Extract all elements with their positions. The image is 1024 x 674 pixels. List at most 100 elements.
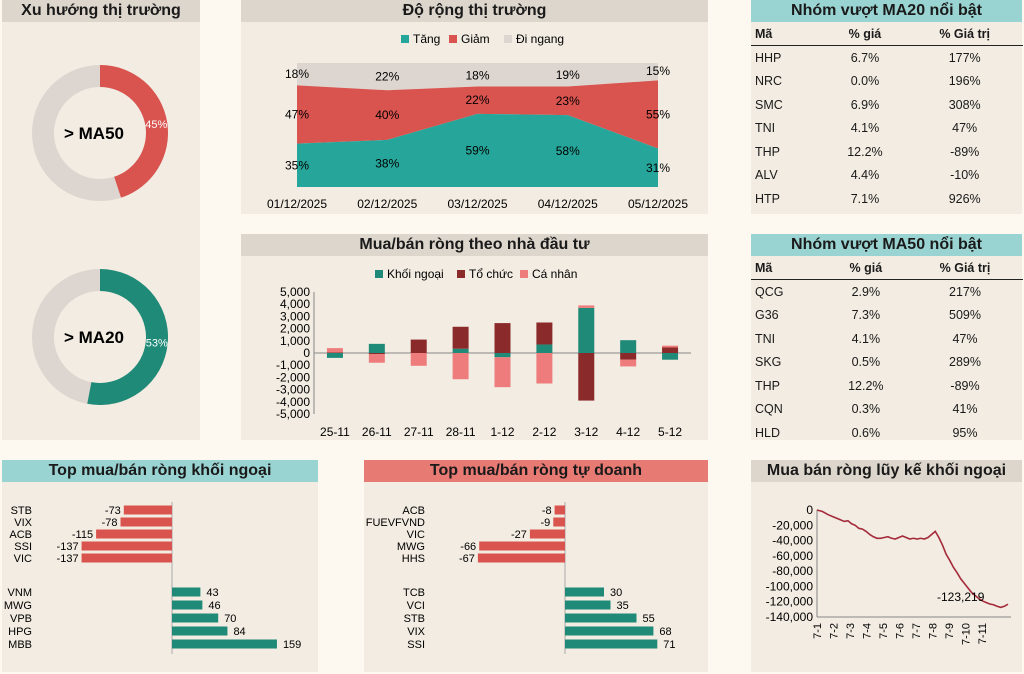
- table-row: SMC 6.9% 308%: [751, 93, 1023, 117]
- cell-price-pct: 6.9%: [850, 97, 880, 112]
- sell-symbol-2: VIC: [407, 529, 425, 541]
- cell-value-pct: 95%: [952, 425, 978, 440]
- cell-symbol: CQN: [755, 402, 783, 417]
- buy-value-0: 43: [206, 587, 218, 599]
- bar-2-1: [368, 354, 385, 363]
- legend-label-0: Tăng: [413, 32, 440, 46]
- cell-symbol: NRC: [755, 74, 783, 89]
- netflow-panel: Mua/bán ròng theo nhà đầu tư Khối ngoại T…: [241, 234, 708, 440]
- col-value: % Giá trị: [906, 22, 1023, 46]
- buy-symbol-1: VCI: [407, 600, 425, 612]
- sell-bar-0: [554, 505, 565, 515]
- data-label-2-1: 22%: [375, 70, 399, 84]
- x-tick-6: 7-7: [911, 623, 923, 639]
- bar-0-1: [368, 343, 385, 353]
- y-tick-2: 3,000: [280, 309, 310, 323]
- buy-symbol-4: MBB: [8, 639, 32, 651]
- data-label-2-2: 18%: [465, 68, 489, 82]
- y-tick-3: -60,000: [772, 549, 813, 563]
- x-tick-8: 5-12: [658, 425, 682, 439]
- buy-value-2: 70: [224, 613, 236, 625]
- cell-symbol: HTP: [755, 191, 780, 206]
- y-tick-3: 2,000: [280, 322, 310, 336]
- data-label-1-0: 47%: [285, 107, 309, 121]
- buy-symbol-4: SSI: [407, 639, 425, 651]
- x-tick-1: 26-11: [362, 425, 392, 439]
- x-tick-5: 7-6: [895, 623, 907, 639]
- table-header-row: Mã % giá % Giá trị: [751, 256, 1023, 280]
- cell-symbol: HHP: [755, 50, 782, 65]
- y-tick-6: -1,000: [276, 358, 310, 372]
- cell-price-pct: 4.1%: [851, 331, 881, 346]
- y-tick-4: 1,000: [280, 334, 310, 348]
- foreign-top-chart: STB -73 VIX -78 ACB -115 SSI -137 VIC -137 VNM 43 MW…: [4, 502, 301, 654]
- buy-value-2: 55: [643, 613, 655, 625]
- col-symbol: Mã: [751, 256, 825, 280]
- cumulative-title: Mua bán ròng lũy kế khối ngoại: [751, 460, 1022, 482]
- annotation-last-value: -123,219: [937, 590, 985, 604]
- y-tick-9: -4,000: [276, 395, 310, 409]
- cell-value-pct: 47%: [952, 121, 978, 136]
- cell-value-pct: 217%: [949, 284, 981, 299]
- cell-price-pct: 2.9%: [851, 284, 881, 299]
- cell-symbol: SKG: [755, 355, 782, 370]
- cell-value-pct: 509%: [949, 308, 981, 323]
- area-advance: [297, 113, 658, 187]
- cell-value-pct: 177%: [948, 50, 981, 65]
- buy-symbol-0: VNM: [8, 587, 32, 599]
- legend-label-1: Giảm: [461, 32, 490, 46]
- cell-value-pct: -10%: [950, 168, 980, 183]
- cell-value-pct: -89%: [950, 378, 980, 393]
- x-tick-0: 25-11: [320, 425, 350, 439]
- cell-value-pct: 41%: [952, 402, 978, 417]
- table-row: HHP 6.7% 177%: [751, 46, 1023, 70]
- x-tick-10: 7-11: [977, 623, 989, 644]
- breadth-panel: Độ rộng thị trường Tăng Giảm Đi ngang 35% 47…: [241, 0, 708, 214]
- cell-price-pct: 12.2%: [848, 378, 884, 393]
- area-flat: [297, 63, 658, 91]
- cell-value-pct: 289%: [949, 355, 981, 370]
- cell-symbol: G36: [755, 308, 779, 323]
- bar-1-8: [662, 347, 679, 353]
- bar-1-0: [326, 352, 343, 353]
- ma20-donut-pct: 53%: [146, 337, 168, 349]
- cell-price-pct: 4.1%: [850, 121, 880, 136]
- cell-value-pct: 308%: [948, 97, 981, 112]
- table-row: SKG 0.5% 289%: [751, 351, 1023, 375]
- breadth-chart: Tăng Giảm Đi ngang 35% 47% 18% 01/12/2025 38% 40…: [267, 32, 688, 211]
- buy-value-3: 68: [659, 626, 671, 638]
- cell-symbol: THP: [755, 378, 780, 393]
- y-tick-5: -100,000: [766, 579, 814, 593]
- cell-symbol: TNI: [755, 121, 776, 136]
- buy-bar-2: [565, 613, 637, 623]
- area-decline: [297, 80, 658, 149]
- bar-1-2: [410, 339, 427, 353]
- data-label-1-3: 23%: [556, 94, 580, 108]
- x-tick-0: 7-1: [812, 623, 824, 639]
- legend-swatch-2: [504, 35, 512, 43]
- ma50-donut-pct: 45%: [145, 119, 167, 131]
- sell-symbol-3: SSI: [14, 541, 32, 553]
- prop-top-title: Top mua/bán ròng tự doanh: [364, 460, 708, 482]
- legend-swatch-2: [520, 270, 528, 278]
- bar-2-6: [578, 305, 595, 308]
- cumulative-panel: Mua bán ròng lũy kế khối ngoại 0 -20,000 -…: [751, 460, 1022, 672]
- col-symbol: Mã: [751, 22, 824, 46]
- cell-price-pct: 0.6%: [851, 425, 881, 440]
- buy-bar-0: [565, 587, 604, 597]
- sell-value-0: -8: [542, 505, 552, 517]
- buy-symbol-2: STB: [404, 613, 425, 625]
- bar-0-0: [326, 353, 343, 358]
- bar-2-7: [620, 359, 637, 367]
- bar-1-3: [452, 326, 469, 349]
- ma20-donut-slice: [87, 269, 169, 406]
- prop-top-chart: ACB -8 FUEVFVND -9 VIC -27 MWG -66 HHS -67 TCB 30 VC…: [366, 502, 676, 654]
- buy-value-0: 30: [610, 587, 622, 599]
- cell-price-pct: 0.5%: [851, 355, 881, 370]
- ma50-panel: Nhóm vượt MA50 nổi bật Mã % giá % Giá tr…: [751, 234, 1023, 440]
- bar-0-6: [578, 307, 595, 353]
- x-tick-2: 7-3: [845, 623, 857, 639]
- x-tick-3: 28-11: [446, 425, 476, 439]
- x-tick-6: 3-12: [574, 425, 598, 439]
- sell-symbol-1: FUEVFVND: [366, 517, 425, 529]
